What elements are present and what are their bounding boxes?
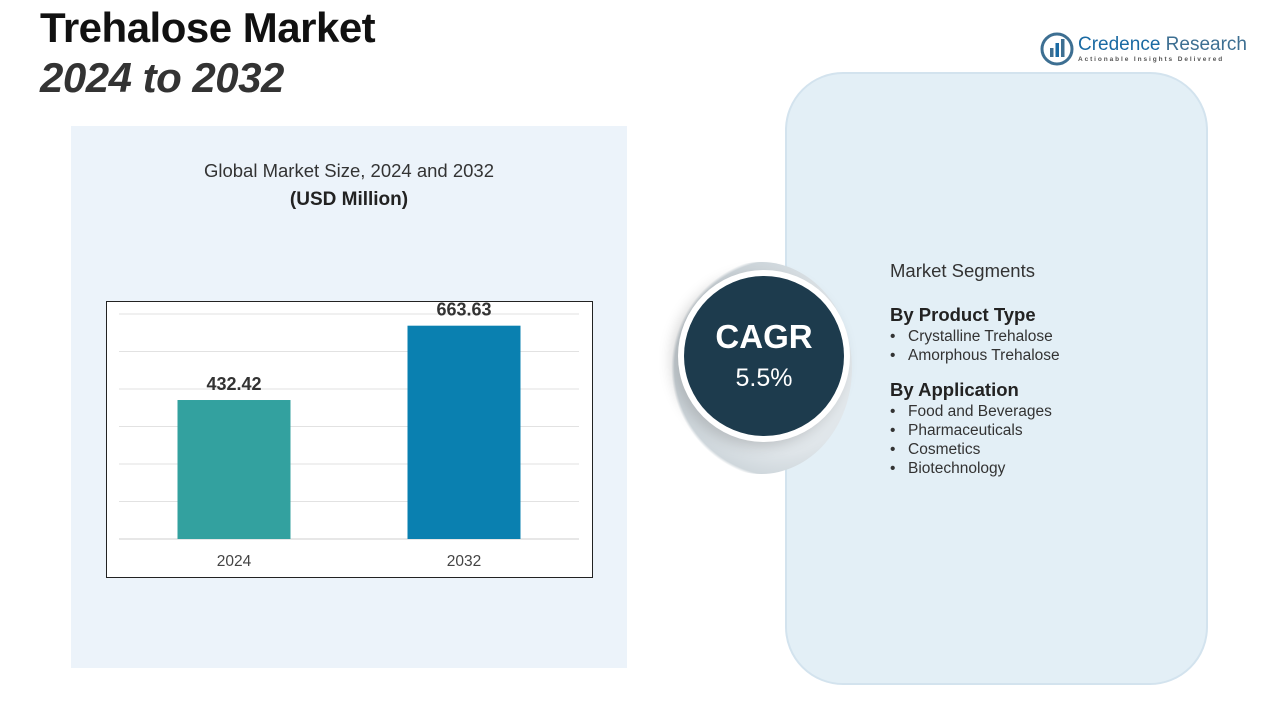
segment-item: • Crystalline Trehalose xyxy=(890,328,1053,345)
page-title: Trehalose Market xyxy=(40,4,376,51)
segment-item: • Cosmetics xyxy=(890,441,981,458)
cagr-value: 5.5% xyxy=(735,364,793,392)
segments-heading: Market Segments xyxy=(890,260,1035,281)
cagr-badge: CAGR 5.5% xyxy=(684,276,844,436)
segment-item: • Biotechnology xyxy=(890,460,1006,477)
logo-mark-icon xyxy=(1040,32,1074,66)
segment-group-title: By Application xyxy=(890,379,1019,400)
bar-chart: 432.42 2024 663.63 2032 xyxy=(119,302,579,570)
logo-tagline: Actionable Insights Delivered xyxy=(1078,56,1225,63)
segment-list-product-type: • Crystalline Trehalose • Amorphous Trehal… xyxy=(890,327,1210,365)
segment-item: • Pharmaceuticals xyxy=(890,422,1023,439)
bullet-icon: • xyxy=(890,328,896,345)
bullet-icon: • xyxy=(890,441,896,458)
bullet-icon: • xyxy=(890,460,896,477)
bullet-icon: • xyxy=(890,347,896,364)
segment-list-application: • Food and Beverages • Pharmaceuticals • Co… xyxy=(890,402,1210,478)
data-label-2024: 432.42 xyxy=(206,374,261,394)
segment-item: • Food and Beverages xyxy=(890,403,1052,420)
bullet-icon: • xyxy=(890,422,896,439)
chart-panel: Global Market Size, 2024 and 2032 (USD M… xyxy=(71,126,627,668)
page-subtitle: 2024 to 2032 xyxy=(40,54,284,101)
chart-unit-label: (USD Million) xyxy=(289,189,409,210)
segment-group-title: By Product Type xyxy=(890,304,1036,325)
x-tick-label-2032: 2032 xyxy=(447,553,481,570)
logo-name-part1: Credence xyxy=(1078,34,1161,55)
market-segments: Market Segments By Product Type • Crystal… xyxy=(890,260,1210,492)
plot-area: 432.42 2024 663.63 2032 xyxy=(106,301,593,578)
segment-item: • Amorphous Trehalose xyxy=(890,347,1060,364)
cagr-label: CAGR xyxy=(715,318,813,355)
x-tick-label-2024: 2024 xyxy=(217,553,252,570)
chart-title: Global Market Size, 2024 and 2032 xyxy=(203,160,495,181)
bullet-icon: • xyxy=(890,403,896,420)
bar-2032[interactable] xyxy=(407,325,521,539)
logo-name-part2: Research xyxy=(1165,34,1247,55)
bar-2024[interactable] xyxy=(177,400,291,539)
brand-logo[interactable]: Credence Research Actionable Insights De… xyxy=(1040,32,1260,72)
data-label-2032: 663.63 xyxy=(436,302,491,320)
